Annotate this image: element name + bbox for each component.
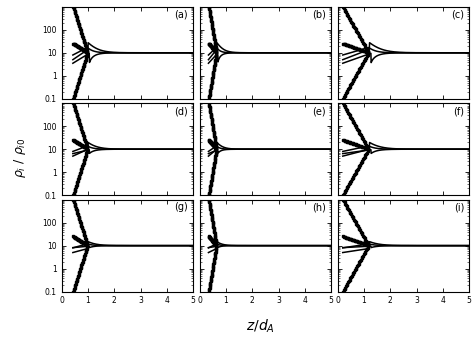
Text: (g): (g) (174, 202, 188, 212)
Text: (h): (h) (312, 202, 326, 212)
Text: (d): (d) (174, 106, 188, 116)
Text: (a): (a) (174, 10, 188, 20)
Text: $\rho_i\ /\ \rho_{i0}$: $\rho_i\ /\ \rho_{i0}$ (12, 138, 28, 178)
Text: (c): (c) (451, 10, 464, 20)
Text: (e): (e) (312, 106, 326, 116)
Text: (b): (b) (312, 10, 326, 20)
Text: (i): (i) (454, 202, 464, 212)
Text: (f): (f) (453, 106, 464, 116)
Text: $z/d_A$: $z/d_A$ (246, 318, 275, 335)
